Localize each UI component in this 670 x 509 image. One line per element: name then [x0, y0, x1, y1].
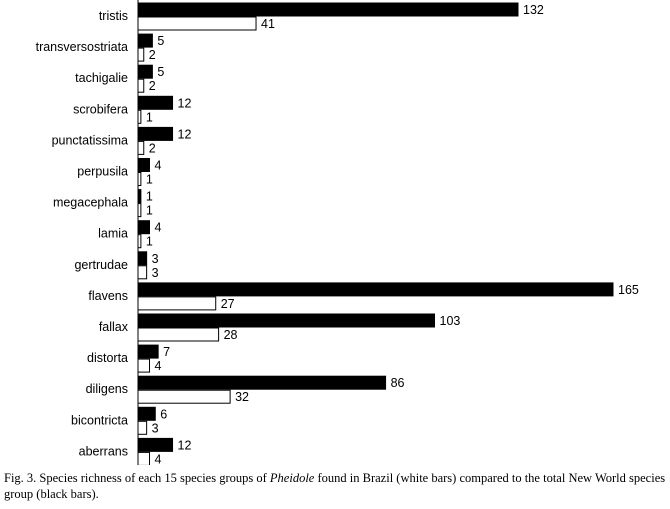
caption-text-after: found in Brazil (white bars) compared to…: [4, 471, 666, 501]
white-bar: [137, 109, 142, 124]
black-bar: [137, 220, 151, 235]
black-bar: [137, 406, 156, 421]
white-bar: [137, 172, 142, 186]
value-label: 132: [523, 3, 544, 17]
value-label: 1: [146, 204, 153, 218]
white-bar: [137, 140, 145, 155]
value-label: 12: [178, 127, 192, 141]
black-bar: [137, 251, 148, 266]
value-label: 5: [157, 65, 164, 79]
black-bar: [137, 313, 436, 328]
value-label: 5: [157, 34, 164, 48]
black-bar: [137, 189, 142, 204]
black-bar: [137, 375, 387, 390]
value-label: 7: [163, 345, 170, 359]
category-label: perpusila: [77, 165, 128, 179]
white-bar: [137, 234, 142, 249]
black-bar: [137, 158, 151, 172]
category-label: flavens: [88, 289, 128, 303]
value-label: 41: [261, 17, 275, 31]
white-bar: [137, 16, 257, 31]
black-bar: [137, 33, 153, 48]
value-label: 1: [146, 173, 153, 187]
value-label: 4: [155, 452, 162, 465]
value-label: 28: [224, 328, 238, 342]
category-label: bicontricta: [71, 413, 128, 427]
value-label: 86: [391, 376, 405, 390]
value-label: 12: [178, 438, 192, 452]
white-bar: [137, 451, 151, 465]
white-bar: [137, 47, 145, 62]
figure-caption: Fig. 3. Species richness of each 15 spec…: [4, 470, 666, 502]
value-label: 27: [221, 297, 235, 311]
value-label: 4: [155, 359, 162, 373]
value-label: 3: [152, 252, 159, 266]
black-bar: [137, 437, 174, 452]
black-bar: [137, 344, 159, 359]
value-label: 3: [152, 266, 159, 280]
category-label: aberrans: [79, 444, 128, 458]
value-label: 1: [146, 190, 153, 204]
value-label: 6: [160, 407, 167, 421]
black-bar: [137, 126, 174, 141]
category-label: distorta: [87, 351, 128, 365]
white-bar: [137, 327, 220, 342]
value-label: 165: [618, 283, 639, 297]
black-bar: [137, 2, 519, 17]
black-bar: [137, 282, 614, 297]
value-label: 1: [146, 235, 153, 249]
category-label: fallax: [99, 320, 129, 334]
value-label: 12: [178, 96, 192, 110]
category-label: diligens: [86, 382, 128, 396]
caption-genus: Pheidole: [269, 471, 315, 485]
value-label: 2: [149, 48, 156, 62]
white-bar: [137, 358, 151, 373]
value-label: 4: [155, 221, 162, 235]
category-label: transversostriata: [36, 40, 128, 54]
white-bar: [137, 203, 142, 218]
value-label: 103: [440, 314, 461, 328]
black-bar: [137, 95, 174, 110]
white-bar: [137, 78, 145, 93]
black-bar: [137, 64, 153, 79]
category-label: lamia: [98, 227, 128, 241]
value-label: 4: [155, 159, 162, 173]
white-bar: [137, 420, 148, 435]
category-label: gertrudae: [74, 258, 128, 272]
value-label: 2: [149, 141, 156, 155]
category-label: punctatissima: [52, 133, 128, 147]
category-label: scrobifera: [73, 102, 128, 116]
white-bar: [137, 389, 231, 404]
value-label: 2: [149, 79, 156, 93]
category-label: tristis: [99, 9, 128, 23]
value-label: 1: [146, 110, 153, 124]
value-label: 32: [235, 390, 249, 404]
value-label: 3: [152, 421, 159, 435]
category-label: megacephala: [53, 196, 128, 210]
white-bar: [137, 265, 148, 280]
category-label: tachigalie: [75, 71, 128, 85]
white-bar: [137, 296, 217, 311]
caption-text-before: Fig. 3. Species richness of each 15 spec…: [4, 471, 270, 485]
